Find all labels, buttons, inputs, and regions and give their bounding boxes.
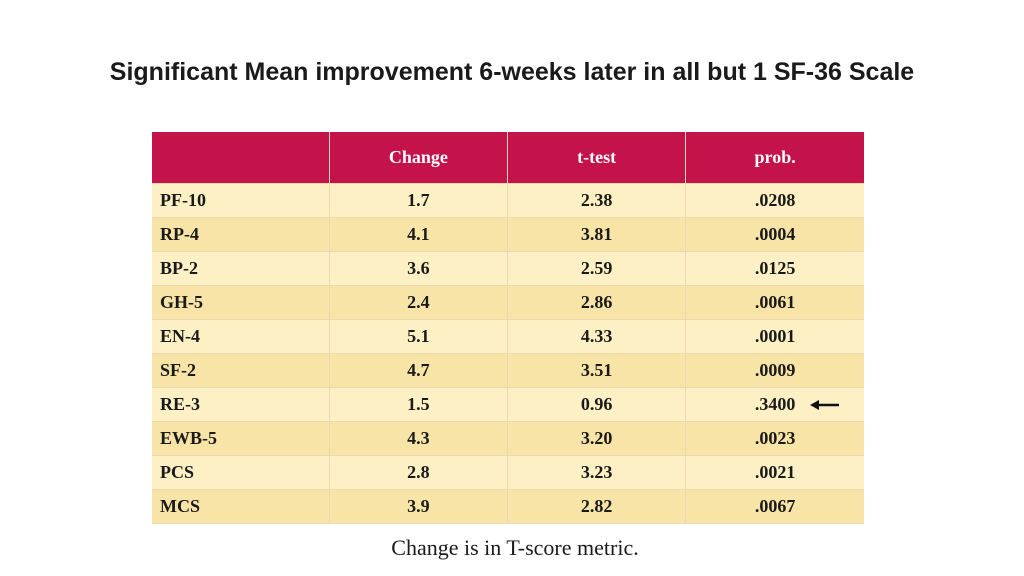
ttest-cell: 4.33 [507,319,687,354]
scale-cell: SF-2 [152,353,330,388]
ttest-cell: 3.51 [507,353,687,388]
prob-cell: .0009 [685,353,864,388]
left-arrow-icon [810,399,840,410]
prob-cell: .0001 [685,319,864,354]
ttest-cell: 3.20 [507,421,687,456]
change-cell: 5.1 [329,319,508,354]
prob-cell: .0023 [685,421,864,456]
scale-cell: MCS [152,489,330,524]
table-row-highlighted: RE-3 1.5 0.96 .3400 [152,387,864,422]
results-table-container: Change t-test prob. PF-10 1.7 2.38 .0208… [152,132,864,524]
header-change: Change [329,132,508,184]
ttest-cell: 3.81 [507,217,687,252]
table-row: RP-4 4.1 3.81 .0004 [152,217,864,252]
change-cell: 3.6 [329,251,508,286]
change-cell: 4.3 [329,421,508,456]
scale-cell: RE-3 [152,387,330,422]
footnote: Change is in T-score metric. [391,535,639,560]
change-cell: 1.5 [329,387,508,422]
scale-cell: GH-5 [152,285,330,320]
scale-cell: RP-4 [152,217,330,252]
change-cell: 1.7 [329,183,508,218]
header-scale [152,132,330,184]
prob-cell-highlighted: .3400 [685,387,864,422]
change-cell: 2.8 [329,455,508,490]
prob-cell: .0021 [685,455,864,490]
change-cell: 2.4 [329,285,508,320]
table-row: GH-5 2.4 2.86 .0061 [152,285,864,320]
table-row: PCS 2.8 3.23 .0021 [152,455,864,490]
scale-cell: BP-2 [152,251,330,286]
change-cell: 4.1 [329,217,508,252]
scale-cell: PCS [152,455,330,490]
table-row: MCS 3.9 2.82 .0067 [152,489,864,524]
slide-title: Significant Mean improvement 6-weeks lat… [109,58,915,86]
ttest-cell: 2.59 [507,251,687,286]
table-row: BP-2 3.6 2.59 .0125 [152,251,864,286]
header-ttest: t-test [507,132,687,184]
ttest-cell: 2.38 [507,183,687,218]
prob-cell: .0061 [685,285,864,320]
prob-cell: .0004 [685,217,864,252]
ttest-cell: 2.82 [507,489,687,524]
table-row: SF-2 4.7 3.51 .0009 [152,353,864,388]
ttest-cell: 2.86 [507,285,687,320]
change-cell: 4.7 [329,353,508,388]
table-row: PF-10 1.7 2.38 .0208 [152,183,864,218]
ttest-cell: 0.96 [507,387,687,422]
prob-value: .3400 [754,394,796,414]
scale-cell: PF-10 [152,183,330,218]
results-table: Change t-test prob. PF-10 1.7 2.38 .0208… [152,132,864,524]
ttest-cell: 3.23 [507,455,687,490]
table-row: EN-4 5.1 4.33 .0001 [152,319,864,354]
prob-cell: .0125 [685,251,864,286]
scale-cell: EWB-5 [152,421,330,456]
scale-cell: EN-4 [152,319,330,354]
table-header-row: Change t-test prob. [152,132,864,184]
prob-cell: .0208 [685,183,864,218]
table-row: EWB-5 4.3 3.20 .0023 [152,421,864,456]
prob-cell: .0067 [685,489,864,524]
header-prob: prob. [685,132,864,184]
change-cell: 3.9 [329,489,508,524]
